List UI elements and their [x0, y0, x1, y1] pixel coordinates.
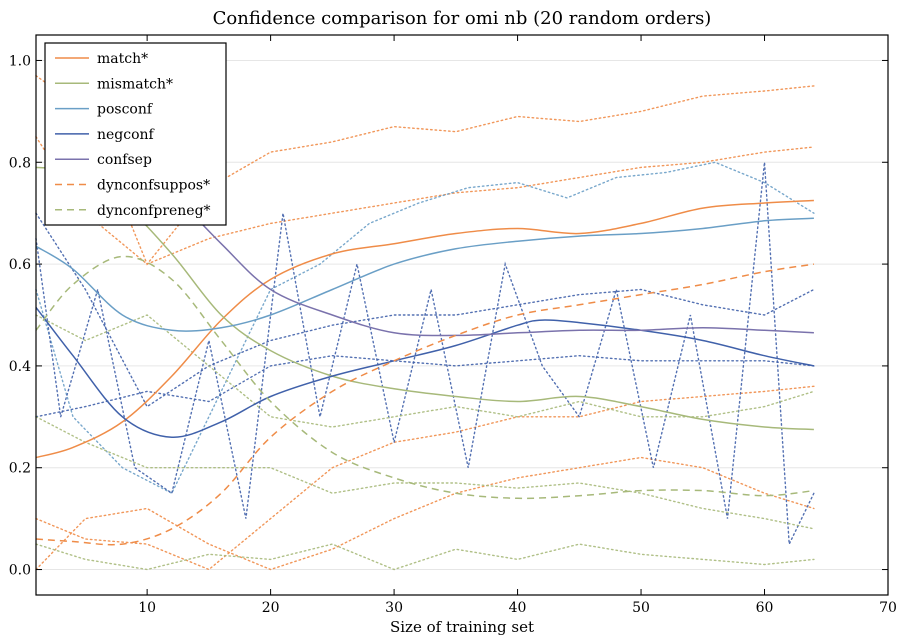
background-trace: [35, 212, 815, 408]
legend-label: dynconfsuppos*: [97, 178, 210, 194]
x-tick-label: 50: [632, 600, 650, 616]
background-trace: [35, 354, 815, 418]
legend-label: posconf: [97, 102, 154, 118]
y-ticks: 0.0 0.2 0.4 0.6 0.8 1.0: [9, 53, 888, 579]
x-axis-label: Size of training set: [390, 618, 534, 636]
x-tick-label: 20: [262, 600, 280, 616]
background-trace: [35, 136, 815, 265]
y-tick-label: 0.8: [9, 155, 31, 171]
series-line-dynconfsuppos: [35, 263, 815, 546]
x-tick-label: 60: [756, 600, 774, 616]
background-trace: [35, 162, 815, 547]
x-tick-label: 40: [509, 600, 527, 616]
y-tick-label: 0.6: [9, 257, 31, 273]
legend-label: dynconfpreneg*: [97, 203, 211, 219]
background-trace: [35, 543, 815, 571]
series-line-negconf: [35, 306, 815, 438]
y-tick-label: 0.0: [9, 563, 31, 579]
series-line-dynconfpreneg: [35, 255, 814, 500]
legend-label: mismatch*: [97, 76, 173, 92]
x-ticks: 10 20 30 40 50 60 70: [138, 35, 897, 616]
plot-area-frame: [35, 34, 889, 596]
y-tick-label: 1.0: [9, 53, 31, 69]
series-line-posconf: [35, 217, 814, 332]
x-tick-label: 10: [138, 600, 156, 616]
y-tick-label: 0.2: [9, 461, 31, 477]
background-trace: [35, 314, 815, 428]
y-tick-label: 0.4: [9, 359, 31, 375]
chart-title: Confidence comparison for omi nb (20 ran…: [213, 8, 712, 29]
series-line-confsep: [121, 146, 814, 337]
background-trace: [35, 161, 815, 495]
background-trace: [35, 416, 815, 530]
background-trace: [35, 385, 815, 571]
legend-label: confsep: [97, 152, 152, 168]
series-line-match: [35, 199, 814, 459]
x-tick-label: 30: [385, 600, 403, 616]
legend: match* mismatch* posconf negconf confsep dync…: [44, 42, 227, 226]
legend-label: match*: [97, 51, 148, 67]
x-tick-label: 70: [879, 600, 897, 616]
background-trace: [35, 456, 815, 571]
background-trace: [35, 75, 815, 266]
legend-label: negconf: [97, 127, 156, 143]
